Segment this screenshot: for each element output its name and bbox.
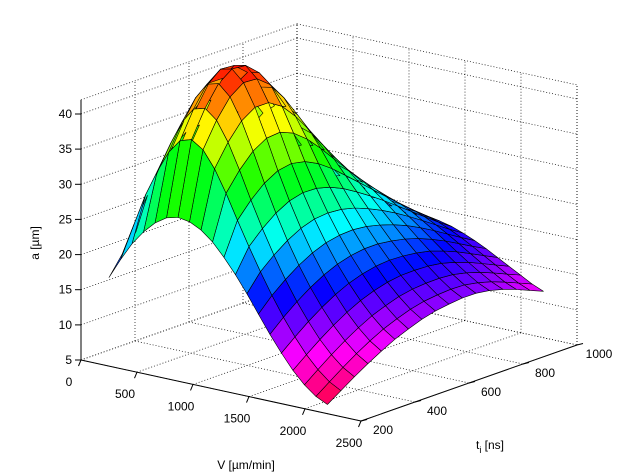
x-axis-label: V [µm/min]: [217, 458, 275, 472]
z-grid-line: [296, 72, 578, 135]
y-tick-label: 400: [427, 404, 447, 418]
back-box-edge: [80, 23, 298, 101]
z-tick-label: 25: [59, 212, 73, 226]
z-tick-label: 10: [59, 318, 73, 332]
x-tick-mark: [246, 396, 250, 403]
y-tick-mark: [468, 381, 476, 384]
z-tick-label: 5: [65, 353, 72, 367]
y-axis-label-main: t: [476, 438, 480, 452]
x-tick-mark: [78, 359, 82, 367]
y-tick-label: 800: [535, 366, 555, 380]
x-tick-label: 2000: [280, 424, 307, 438]
y-axis-label-unit: [ns]: [481, 438, 504, 452]
y-tick-label: 200: [373, 423, 393, 437]
z-tick-label: 30: [59, 177, 73, 191]
z-grid-line: [296, 37, 578, 100]
z-tick-label: 40: [59, 107, 73, 121]
z-tick-label: 35: [59, 142, 73, 156]
surface: [108, 65, 544, 405]
z-axis-label: a [µm]: [28, 226, 42, 260]
x-tick-mark: [358, 420, 362, 428]
z-grid-line: [80, 213, 298, 291]
x-axis-line: [80, 359, 362, 422]
y-tick-label: 600: [481, 385, 501, 399]
y-tick-mark: [414, 400, 422, 403]
x-tick-label: 2500: [336, 436, 363, 450]
z-grid-line: [296, 107, 578, 170]
y-tick-mark: [360, 419, 368, 422]
back-box-edge: [296, 23, 578, 86]
z-tick-label: 15: [59, 283, 73, 297]
x-grid-line: [304, 332, 522, 410]
y-tick-mark: [522, 362, 530, 365]
surface-patch: [108, 224, 135, 278]
x-tick-label: 1000: [168, 399, 195, 413]
y-axis-label-sub: i: [479, 445, 481, 455]
x-tick-mark: [134, 372, 138, 379]
x-tick-mark: [190, 384, 194, 391]
x-tick-label: 1500: [224, 412, 251, 426]
labels-layer: V [µm/min] ti [ns] a [µm]: [28, 226, 504, 472]
z-grid-line: [80, 248, 298, 326]
y-tick-label: 1000: [586, 347, 613, 361]
z-tick-label: 20: [59, 248, 73, 262]
y-tick-mark: [576, 343, 584, 346]
x-tick-label: 500: [115, 387, 135, 401]
y-axis-label: ti [ns]: [476, 438, 504, 455]
axes-layer: 0 500 1000 1500 2000 2500 200 400 600 800 1000 5 10 1…: [59, 99, 613, 450]
x-tick-mark: [302, 408, 306, 415]
x-tick-label: 0: [66, 375, 73, 389]
